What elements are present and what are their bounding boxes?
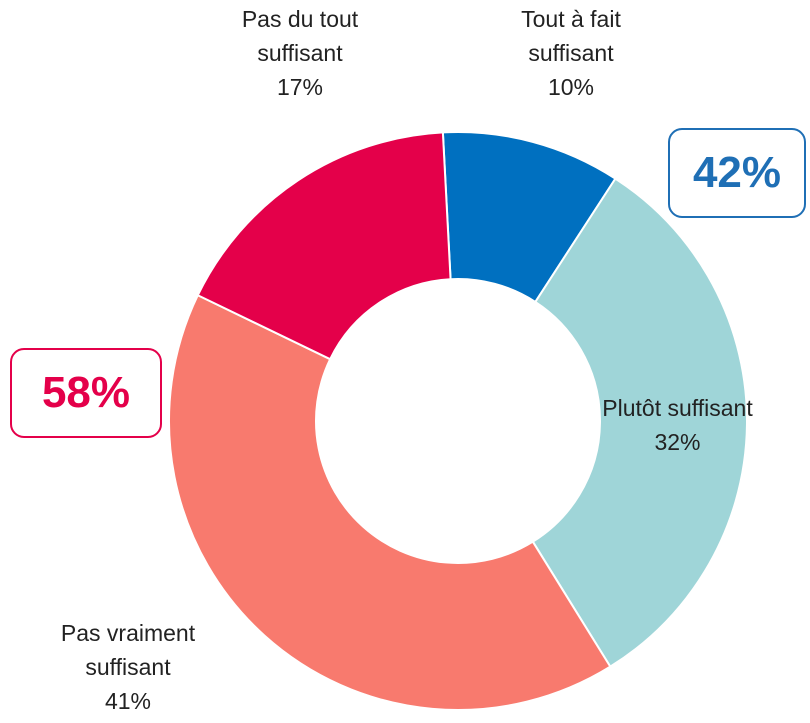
value-label: 32% — [654, 429, 701, 455]
slice-label: Pas du tout suffisant 17% — [200, 2, 400, 104]
donut-slice — [168, 293, 612, 711]
slice-label: Plutôt suffisant 32% — [590, 391, 765, 459]
annotation-box: 42% — [668, 128, 806, 218]
value-label: 41% — [104, 688, 152, 714]
category-name: Tout à fait suffisant — [521, 6, 621, 66]
category-name: Plutôt suffisant — [602, 395, 753, 421]
category-name: Pas vraiment suffisant — [60, 620, 196, 680]
slice-label: Tout à fait suffisant 10% — [476, 2, 666, 104]
annotation-box: 58% — [10, 348, 162, 438]
slice-label: Pas vraiment suffisant 41% — [28, 616, 228, 718]
donut-slice — [531, 177, 748, 668]
category-name: Pas du tout suffisant — [241, 6, 359, 66]
value-label: 17% — [276, 74, 324, 100]
value-label: 10% — [547, 74, 595, 100]
donut-slice — [196, 131, 452, 361]
